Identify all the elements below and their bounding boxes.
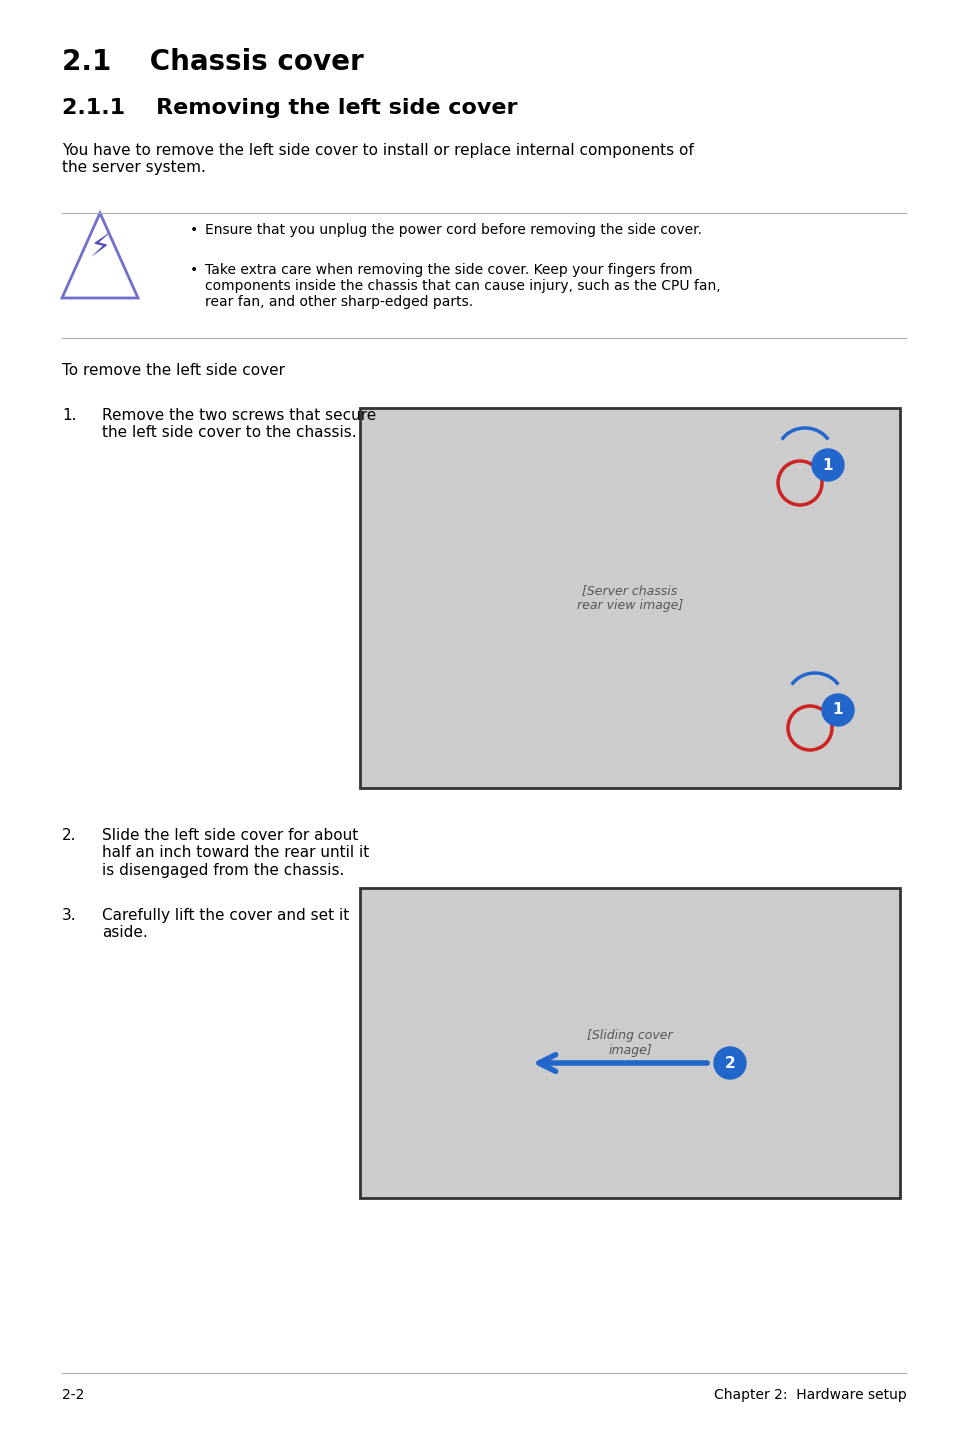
Circle shape xyxy=(811,449,843,480)
FancyBboxPatch shape xyxy=(359,889,899,1198)
Circle shape xyxy=(821,695,853,726)
Text: 2.: 2. xyxy=(62,828,76,843)
Text: 2: 2 xyxy=(724,1055,735,1070)
Text: 3.: 3. xyxy=(62,907,76,923)
Text: Chapter 2:  Hardware setup: Chapter 2: Hardware setup xyxy=(713,1388,905,1402)
Text: 2-2: 2-2 xyxy=(62,1388,84,1402)
Text: 2.1    Chassis cover: 2.1 Chassis cover xyxy=(62,47,363,76)
Text: Carefully lift the cover and set it
aside.: Carefully lift the cover and set it asid… xyxy=(102,907,349,940)
Text: Take extra care when removing the side cover. Keep your fingers from
components : Take extra care when removing the side c… xyxy=(205,263,720,309)
Text: Ensure that you unplug the power cord before removing the side cover.: Ensure that you unplug the power cord be… xyxy=(205,223,701,237)
Text: 1: 1 xyxy=(821,457,832,473)
Text: Remove the two screws that secure
the left side cover to the chassis.: Remove the two screws that secure the le… xyxy=(102,408,375,440)
Text: •: • xyxy=(190,223,198,237)
Text: ⚡: ⚡ xyxy=(90,233,111,263)
FancyBboxPatch shape xyxy=(359,408,899,788)
Text: [Sliding cover
image]: [Sliding cover image] xyxy=(587,1030,672,1057)
Text: Slide the left side cover for about
half an inch toward the rear until it
is dis: Slide the left side cover for about half… xyxy=(102,828,369,877)
Text: •: • xyxy=(190,263,198,278)
Text: You have to remove the left side cover to install or replace internal components: You have to remove the left side cover t… xyxy=(62,142,693,175)
Text: 2.1.1    Removing the left side cover: 2.1.1 Removing the left side cover xyxy=(62,98,517,118)
Text: 1.: 1. xyxy=(62,408,76,423)
Text: To remove the left side cover: To remove the left side cover xyxy=(62,362,285,378)
Text: 1: 1 xyxy=(832,703,842,718)
Text: [Server chassis
rear view image]: [Server chassis rear view image] xyxy=(577,584,682,613)
Circle shape xyxy=(713,1047,745,1078)
